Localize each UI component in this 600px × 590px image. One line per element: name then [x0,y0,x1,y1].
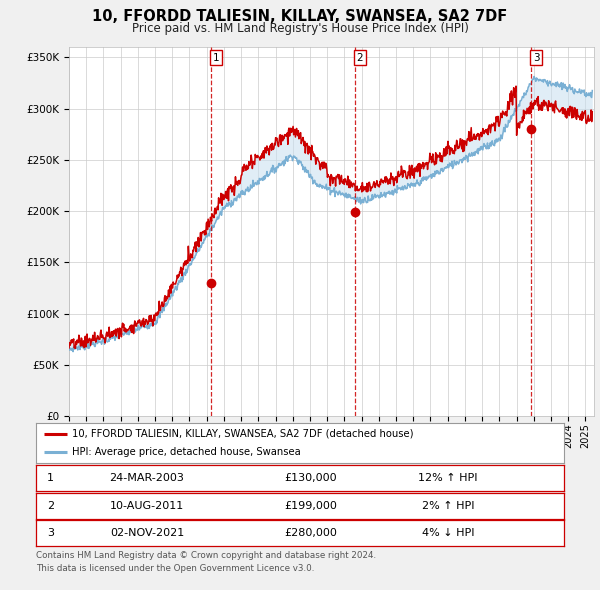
Text: 02-NOV-2021: 02-NOV-2021 [110,529,184,538]
Text: 1: 1 [47,473,54,483]
Text: 3: 3 [533,53,539,63]
Text: 10, FFORDD TALIESIN, KILLAY, SWANSEA, SA2 7DF: 10, FFORDD TALIESIN, KILLAY, SWANSEA, SA… [92,9,508,24]
Text: 4% ↓ HPI: 4% ↓ HPI [422,529,474,538]
Text: 3: 3 [47,529,54,538]
Text: Contains HM Land Registry data © Crown copyright and database right 2024.
This d: Contains HM Land Registry data © Crown c… [36,551,376,572]
Text: £130,000: £130,000 [284,473,337,483]
Text: Price paid vs. HM Land Registry's House Price Index (HPI): Price paid vs. HM Land Registry's House … [131,22,469,35]
Text: 24-MAR-2003: 24-MAR-2003 [109,473,184,483]
Text: £199,000: £199,000 [284,501,337,510]
Text: 1: 1 [212,53,219,63]
Text: £280,000: £280,000 [284,529,337,538]
Text: 2% ↑ HPI: 2% ↑ HPI [422,501,474,510]
Text: 10, FFORDD TALIESIN, KILLAY, SWANSEA, SA2 7DF (detached house): 10, FFORDD TALIESIN, KILLAY, SWANSEA, SA… [72,429,413,439]
Text: 2: 2 [356,53,363,63]
Text: 12% ↑ HPI: 12% ↑ HPI [418,473,478,483]
Text: 10-AUG-2011: 10-AUG-2011 [110,501,184,510]
Text: HPI: Average price, detached house, Swansea: HPI: Average price, detached house, Swan… [72,447,301,457]
Text: 2: 2 [47,501,55,510]
